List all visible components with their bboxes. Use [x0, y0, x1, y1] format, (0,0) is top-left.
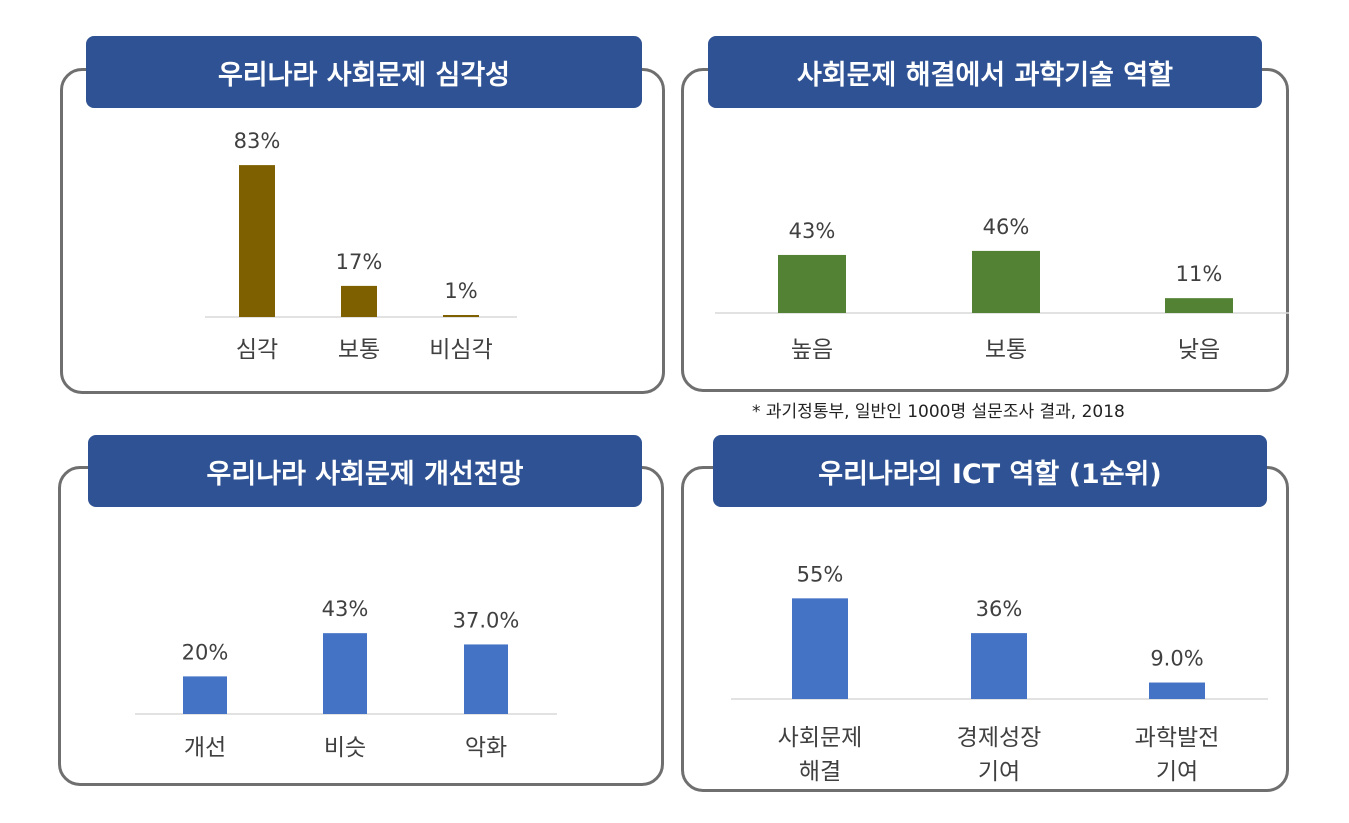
- panel-improvement-outlook: [58, 466, 664, 786]
- bar: [183, 676, 227, 714]
- bar: [1165, 298, 1233, 313]
- data-label: 20%: [182, 640, 229, 664]
- bar: [1149, 682, 1205, 699]
- category-label: 높음: [791, 337, 833, 363]
- panel-social-problem-severity: [60, 68, 665, 394]
- bar: [792, 598, 848, 699]
- category-label: 낮음: [1178, 337, 1220, 363]
- data-label: 43%: [322, 597, 369, 621]
- chart-title-ict-role: 우리나라의 ICT 역할 (1순위): [713, 435, 1267, 507]
- bar: [464, 644, 508, 714]
- category-label: 과학발전: [1135, 725, 1220, 751]
- category-label: 보통: [985, 337, 1027, 363]
- data-label: 83%: [234, 129, 281, 153]
- data-label: 17%: [336, 250, 383, 274]
- data-label: 9.0%: [1150, 647, 1203, 671]
- category-label: 기여: [978, 759, 1020, 785]
- category-label: 개선: [184, 735, 226, 761]
- category-label: 심각: [236, 337, 278, 363]
- bar: [323, 633, 367, 714]
- category-label: 비심각: [429, 337, 492, 363]
- data-label: 36%: [976, 597, 1023, 621]
- category-label: 사회문제: [778, 725, 863, 751]
- category-label: 경제성장: [957, 725, 1042, 751]
- source-note: * 과기정통부, 일반인 1000명 설문조사 결과, 2018: [752, 402, 1125, 422]
- data-label: 37.0%: [453, 608, 520, 632]
- chart-title-science-role: 사회문제 해결에서 과학기술 역할: [708, 36, 1262, 108]
- data-label: 11%: [1176, 262, 1223, 286]
- chart-title-outlook: 우리나라 사회문제 개선전망: [88, 435, 642, 507]
- bar: [341, 285, 377, 317]
- category-label: 보통: [338, 337, 380, 363]
- category-label: 기여: [1156, 759, 1198, 785]
- bar: [971, 633, 1027, 699]
- data-label: 46%: [983, 215, 1030, 239]
- data-label: 55%: [797, 562, 844, 586]
- bar: [239, 165, 275, 317]
- bar: [778, 254, 846, 313]
- category-label: 비슷: [324, 735, 366, 761]
- data-label: 43%: [789, 219, 836, 243]
- data-label: 1%: [444, 279, 477, 303]
- bar: [972, 250, 1040, 313]
- panel-science-technology-role: [681, 68, 1289, 392]
- bar: [443, 315, 479, 317]
- chart-title-severity: 우리나라 사회문제 심각성: [86, 36, 642, 108]
- category-label: 해결: [799, 759, 841, 785]
- panel-ict-role: [681, 466, 1289, 792]
- category-label: 악화: [465, 735, 507, 761]
